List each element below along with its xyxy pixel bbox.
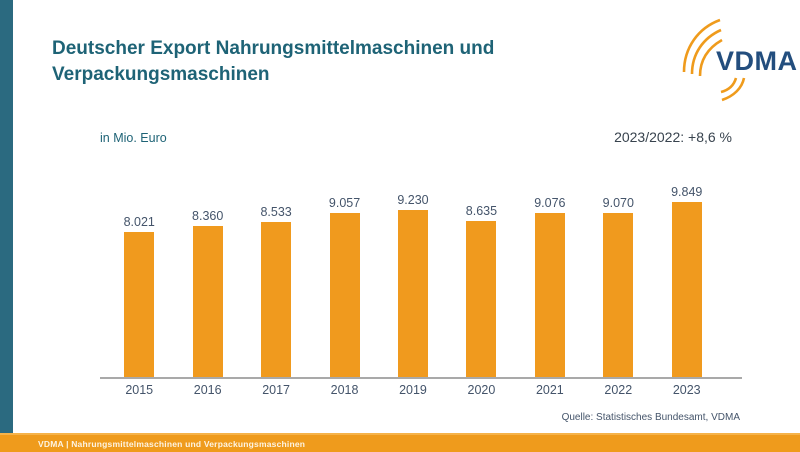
bar-group: 8.021 bbox=[105, 185, 173, 377]
x-axis-labels: 2015 2016 2017 2018 2019 2020 2021 2022 2023 bbox=[105, 383, 721, 403]
source-note: Quelle: Statistisches Bundesamt, VDMA bbox=[561, 412, 740, 423]
bar bbox=[124, 231, 155, 377]
bar bbox=[603, 212, 634, 377]
page-title: Deutscher Export Nahrungsmittelmaschinen… bbox=[52, 38, 495, 85]
bar bbox=[192, 225, 223, 377]
x-axis-tick-label: 2022 bbox=[604, 383, 633, 397]
x-axis-tick-label: 2021 bbox=[535, 383, 564, 397]
bar-value-label: 8.635 bbox=[465, 203, 498, 218]
bar-value-label: 8.360 bbox=[192, 208, 224, 223]
bar-value-label: 8.021 bbox=[123, 214, 155, 229]
bar-group: 9.076 bbox=[516, 185, 584, 377]
unit-label: in Mio. Euro bbox=[100, 131, 167, 145]
x-axis-tick-label: 2017 bbox=[262, 383, 290, 397]
bar-group: 9.230 bbox=[379, 185, 447, 377]
bar-group: 8.360 bbox=[173, 185, 241, 377]
bars-area: 8.021 8.360 8.533 9.057 9.230 8.635 9.076 9.070… bbox=[105, 185, 721, 377]
vdma-logo: VDMA bbox=[676, 12, 797, 104]
x-axis-tick-label: 2019 bbox=[399, 383, 427, 397]
x-axis-line bbox=[100, 377, 742, 379]
footer-text: VDMA | Nahrungsmittelmaschinen und Verpa… bbox=[38, 438, 306, 449]
x-axis-tick-label: 2018 bbox=[330, 383, 359, 397]
x-axis-tick-label: 2020 bbox=[467, 383, 496, 397]
x-axis-tick-label: 2023 bbox=[672, 383, 701, 397]
change-annotation: 2023/2022: +8,6 % bbox=[614, 129, 732, 145]
bar bbox=[671, 202, 702, 377]
bar-group: 9.057 bbox=[310, 185, 378, 377]
bar-value-label: 9.849 bbox=[671, 185, 703, 199]
bar bbox=[534, 212, 565, 377]
bar bbox=[329, 212, 360, 377]
vdma-logo-arcs-icon bbox=[682, 18, 746, 102]
vdma-logo-text: VDMA bbox=[716, 46, 798, 76]
bar-chart: 8.021 8.360 8.533 9.057 9.230 8.635 9.076 9.070… bbox=[100, 185, 742, 405]
bar-group: 8.635 bbox=[447, 185, 515, 377]
bar bbox=[397, 209, 428, 377]
bar-value-label: 9.057 bbox=[328, 195, 361, 210]
bar-group: 8.533 bbox=[242, 185, 310, 377]
bar-value-label: 9.076 bbox=[534, 195, 566, 210]
bar-group: 9.070 bbox=[584, 185, 652, 377]
x-axis-tick-label: 2015 bbox=[125, 383, 154, 397]
bar-value-label: 9.230 bbox=[397, 192, 429, 207]
x-axis-tick-label: 2016 bbox=[193, 383, 222, 397]
bar-group: 9.849 bbox=[653, 185, 721, 377]
left-accent-strip bbox=[0, 0, 13, 433]
bar-value-label: 8.533 bbox=[260, 205, 292, 220]
footer-bar: VDMA | Nahrungsmittelmaschinen und Verpa… bbox=[0, 433, 800, 452]
bar bbox=[261, 222, 292, 377]
bar bbox=[466, 220, 497, 377]
bar-value-label: 9.070 bbox=[602, 195, 634, 210]
